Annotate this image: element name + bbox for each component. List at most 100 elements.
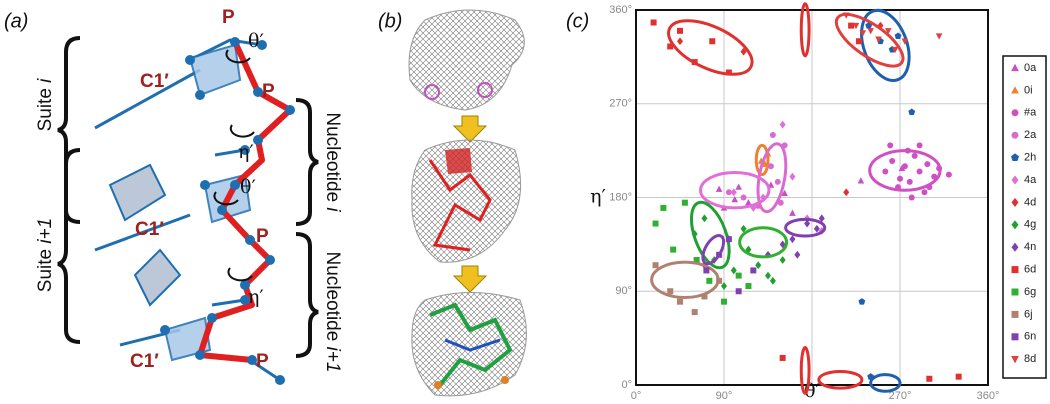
legend-marker bbox=[1011, 310, 1019, 318]
point bbox=[908, 194, 915, 201]
panel-a: (a) bbox=[4, 7, 343, 385]
point bbox=[750, 204, 757, 212]
point bbox=[652, 220, 659, 227]
point bbox=[842, 12, 850, 19]
point bbox=[701, 293, 708, 300]
point bbox=[887, 142, 894, 149]
point bbox=[818, 214, 825, 223]
legend-label: 6d bbox=[1024, 264, 1036, 276]
legend-label: 6j bbox=[1024, 308, 1033, 320]
point bbox=[731, 195, 739, 203]
point bbox=[721, 298, 727, 305]
legend-label: 4n bbox=[1024, 241, 1036, 253]
point bbox=[667, 43, 674, 50]
cluster-ellipse bbox=[738, 226, 789, 259]
point bbox=[955, 373, 962, 380]
cluster-ellipse bbox=[799, 346, 811, 395]
point bbox=[761, 160, 769, 167]
point bbox=[691, 309, 698, 316]
point bbox=[677, 37, 683, 46]
point bbox=[767, 163, 774, 170]
point bbox=[777, 199, 784, 206]
point bbox=[667, 288, 674, 295]
point bbox=[945, 171, 952, 178]
atom-label: P bbox=[222, 7, 235, 28]
atom-label: P bbox=[262, 81, 275, 102]
point bbox=[908, 108, 916, 115]
point bbox=[765, 271, 771, 280]
point bbox=[931, 173, 938, 180]
point bbox=[709, 38, 716, 45]
point bbox=[745, 199, 752, 206]
point bbox=[877, 21, 884, 30]
point bbox=[779, 354, 786, 361]
point bbox=[716, 277, 723, 284]
atom-label: P bbox=[256, 226, 269, 247]
legend-marker bbox=[1011, 220, 1019, 230]
cluster-ellipse bbox=[799, 2, 811, 58]
molecule bbox=[94, 37, 295, 385]
cluster-ellipse bbox=[869, 373, 902, 393]
point bbox=[804, 219, 811, 228]
angle-label: θ′ bbox=[240, 176, 256, 198]
point bbox=[735, 272, 742, 279]
point bbox=[677, 298, 683, 305]
legend-marker bbox=[1011, 153, 1019, 161]
legend-marker bbox=[1011, 109, 1019, 117]
x-tick-label: 90° bbox=[716, 390, 733, 402]
legend-box bbox=[1002, 55, 1047, 379]
point bbox=[745, 283, 752, 290]
point bbox=[691, 59, 698, 66]
point bbox=[725, 189, 732, 196]
point bbox=[660, 204, 667, 211]
point bbox=[906, 178, 913, 185]
y-tick-label: 0° bbox=[621, 379, 632, 391]
panel-label: (c) bbox=[566, 10, 589, 32]
point bbox=[875, 36, 882, 43]
point bbox=[735, 288, 742, 295]
point bbox=[716, 251, 723, 258]
point bbox=[715, 185, 723, 192]
legend-marker bbox=[1011, 131, 1019, 139]
nucleotide-label: Nucleotide i bbox=[322, 112, 343, 212]
x-tick-label: 0° bbox=[631, 390, 642, 402]
point bbox=[852, 22, 860, 30]
point bbox=[706, 277, 713, 284]
point bbox=[730, 188, 737, 197]
cluster-ellipse bbox=[756, 142, 788, 214]
legend-label: 2a bbox=[1024, 129, 1037, 141]
point bbox=[750, 267, 757, 274]
point bbox=[725, 69, 732, 76]
y-tick-label: 90° bbox=[615, 285, 632, 297]
point bbox=[935, 33, 943, 40]
point bbox=[891, 46, 899, 54]
point bbox=[779, 256, 786, 264]
point bbox=[779, 120, 786, 129]
point bbox=[867, 373, 875, 380]
atom-label: P bbox=[256, 351, 269, 372]
point bbox=[916, 168, 923, 175]
point bbox=[781, 142, 788, 149]
y-tick-label: 360° bbox=[609, 4, 632, 16]
point bbox=[924, 161, 931, 168]
point bbox=[848, 22, 855, 29]
legend-label: 0i bbox=[1024, 84, 1033, 96]
point bbox=[901, 163, 908, 170]
cluster-ellipse bbox=[817, 369, 864, 390]
panel-c: (c)0° 90° 270° 360°0°90°180°270°360°θ′η′0a0… bbox=[566, 2, 1047, 402]
cluster-ellipse bbox=[667, 19, 754, 76]
point bbox=[681, 199, 688, 206]
legend-marker bbox=[1011, 356, 1019, 364]
density-mesh bbox=[411, 292, 527, 397]
plot-frame bbox=[635, 9, 989, 386]
atom-label: C1′ bbox=[140, 71, 169, 92]
arrow bbox=[452, 265, 488, 293]
point bbox=[882, 168, 889, 175]
point bbox=[730, 266, 737, 275]
point bbox=[691, 230, 698, 238]
point bbox=[813, 224, 820, 233]
legend-marker bbox=[1011, 266, 1019, 274]
x-tick-label: 360° bbox=[977, 390, 1000, 402]
point bbox=[721, 282, 727, 290]
point bbox=[789, 235, 796, 244]
